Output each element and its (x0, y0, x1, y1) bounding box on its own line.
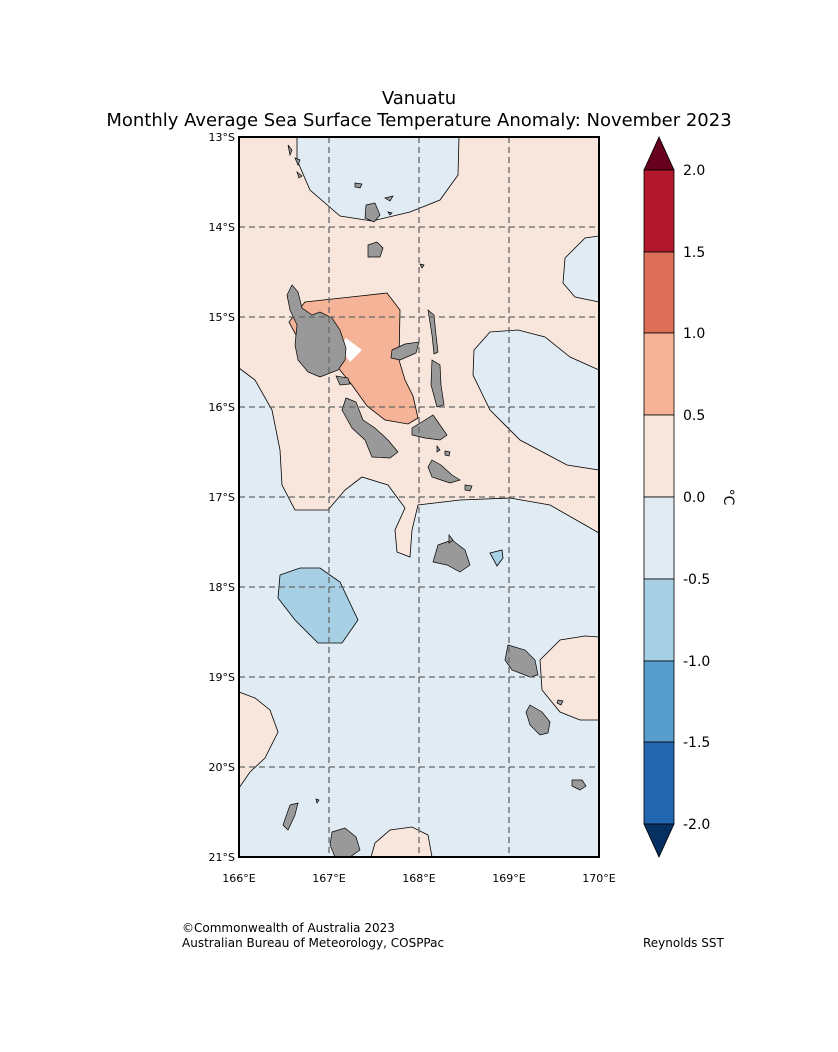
footer-credits: ©Commonwealth of Australia 2023 Australi… (182, 921, 444, 951)
data-source-text: Reynolds SST (643, 936, 724, 950)
colorbar-tick: 2.0 (683, 163, 705, 179)
lat-label: 15°S (209, 311, 235, 324)
colorbar-over-triangle (643, 136, 675, 171)
tongoa-island (464, 484, 473, 492)
islet-south-b (315, 798, 320, 804)
lat-label: 16°S (209, 401, 235, 414)
anomaly-region-pos-south-east (539, 635, 600, 721)
colorbar-tick: -0.5 (683, 572, 710, 588)
lopevi-island (444, 450, 451, 457)
lon-label: 170°E (582, 872, 615, 885)
lat-label: 18°S (209, 581, 235, 594)
colorbar-bin (643, 496, 675, 580)
anomaly-gap (340, 338, 362, 362)
lat-label: 14°S (209, 221, 235, 234)
colorbar-ticks: 2.0 1.5 1.0 0.5 0.0 -0.5 -1.0 -1.5 -2.0 (683, 163, 710, 833)
anomaly-region-neg-0.5-1.0 (277, 567, 359, 644)
torres-islands (287, 144, 303, 179)
lon-label: 167°E (312, 872, 345, 885)
nguna-island (448, 534, 454, 544)
agency-text: Australian Bureau of Meteorology, COSPPa… (182, 936, 445, 950)
efate-island (432, 539, 471, 573)
malo-island (335, 375, 351, 386)
lon-label: 169°E (492, 872, 525, 885)
lat-label: 17°S (209, 491, 235, 504)
islet-east-a (419, 263, 425, 269)
colorbar-tick: 1.5 (683, 245, 705, 261)
ambrym-island (411, 414, 448, 441)
anomaly-region-neg-small (489, 549, 504, 567)
colorbar-unit-label: °C (720, 489, 736, 506)
colorbar-tick: 0.5 (683, 408, 705, 424)
erromango-island (504, 644, 539, 678)
anomaly-region-pos-south-west (238, 691, 279, 790)
land-masses (282, 144, 587, 858)
colorbar-bin (643, 332, 675, 416)
epi-island (427, 459, 461, 484)
colorbar-tick: -2.0 (683, 817, 710, 833)
colorbar-tick: -1.5 (683, 735, 710, 751)
pentecost-island (430, 359, 445, 408)
colorbar-bin (643, 414, 675, 498)
map-subtitle: Monthly Average Sea Surface Temperature … (106, 110, 732, 131)
lat-label: 13°S (209, 131, 235, 144)
lat-label: 21°S (209, 851, 235, 864)
banks-island-c (387, 211, 393, 216)
colorbar (643, 136, 675, 858)
lon-label: 166°E (222, 872, 255, 885)
gridlines (239, 137, 599, 857)
banks-island-a (354, 182, 363, 189)
colorbar-tick: -1.0 (683, 654, 710, 670)
colorbar-bin (643, 169, 675, 253)
paama-island (436, 444, 441, 453)
colorbar-tick: 0.0 (683, 490, 705, 506)
islet-south-c (329, 827, 361, 858)
lat-labels: 13°S 14°S 15°S 16°S 17°S 18°S 19°S 20°S … (209, 131, 235, 864)
map-title: Vanuatu (381, 88, 457, 109)
colorbar-under-triangle (643, 823, 675, 858)
lon-labels: 166°E 167°E 168°E 169°E 170°E (222, 872, 615, 885)
islet-south-a (282, 802, 299, 831)
colorbar-bin (643, 578, 675, 662)
aneityum-island (571, 779, 587, 791)
copyright-text: ©Commonwealth of Australia 2023 (182, 921, 395, 935)
colorbar-bin (643, 741, 675, 825)
anomaly-region-neg-east (472, 329, 600, 471)
aniwa-island (556, 699, 564, 706)
banks-island-b (384, 195, 394, 202)
lat-label: 19°S (209, 671, 235, 684)
maewo-island (427, 309, 439, 355)
map-frame (238, 136, 600, 858)
ambae-island (390, 341, 420, 361)
lat-label: 20°S (209, 761, 235, 774)
colorbar-bin (643, 660, 675, 743)
colorbar-bin (643, 251, 675, 334)
malekula-island (341, 397, 399, 459)
lon-label: 168°E (402, 872, 435, 885)
gaua-island (364, 202, 381, 223)
colorbar-tick: 1.0 (683, 326, 705, 342)
espiritu-santo-island (286, 284, 347, 378)
tanna-island (525, 704, 551, 736)
mere-lava-island (367, 241, 384, 258)
